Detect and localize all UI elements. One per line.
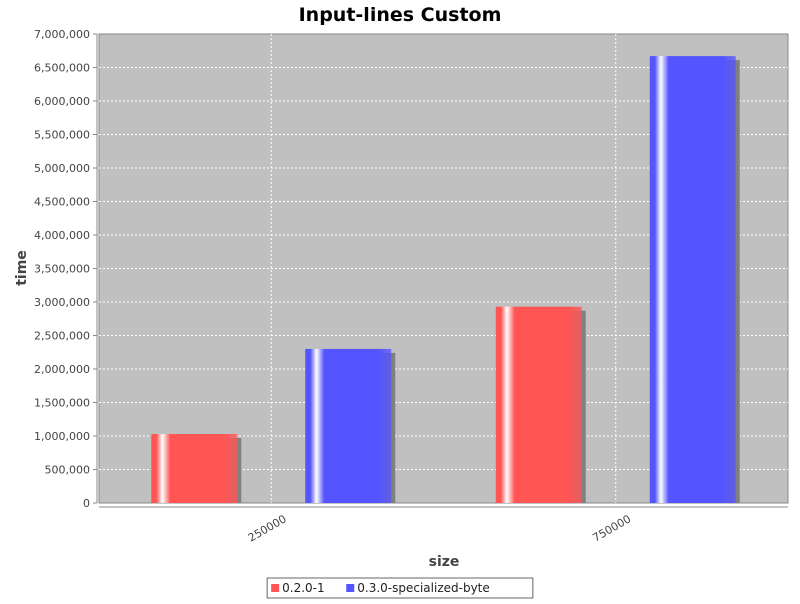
- legend-box: [266, 577, 534, 599]
- y-tick-label: 1,000,000: [34, 430, 90, 443]
- x-tick-label: 250000: [246, 512, 289, 544]
- y-tick-label: 3,500,000: [34, 263, 90, 276]
- y-tick-label: 2,000,000: [34, 363, 90, 376]
- y-tick-label: 5,500,000: [34, 129, 90, 142]
- legend-swatch: [271, 584, 280, 592]
- y-tick-label: 4,000,000: [34, 229, 90, 242]
- y-tick-label: 4,500,000: [34, 196, 90, 209]
- legend-label: 0.2.0-1: [282, 581, 325, 595]
- legend: 0.2.0-1 0.3.0-specialized-byte: [266, 577, 534, 599]
- y-tick-label: 3,000,000: [34, 296, 90, 309]
- y-tick-label: 500,000: [45, 464, 91, 477]
- bar: [649, 56, 736, 504]
- y-axis-label: time: [14, 250, 30, 286]
- y-tick-label: 7,000,000: [34, 28, 90, 41]
- y-tick-label: 1,500,000: [34, 397, 90, 410]
- y-tick-label: 0: [83, 497, 90, 510]
- legend-swatch: [346, 584, 355, 592]
- bars: [151, 56, 740, 504]
- y-axis-ticks: 0 500,000 1,000,000 1,500,000 2,000,000 2,500…: [34, 28, 97, 510]
- bar: [151, 433, 238, 503]
- bar: [495, 306, 582, 503]
- y-tick-label: 5,000,000: [34, 162, 90, 175]
- x-tick-label: 750000: [590, 512, 633, 544]
- gridlines: [99, 34, 788, 503]
- legend-label: 0.3.0-specialized-byte: [357, 581, 490, 595]
- y-tick-label: 6,000,000: [34, 95, 90, 108]
- x-axis-label: size: [429, 554, 460, 570]
- y-tick-label: 6,500,000: [34, 62, 90, 75]
- x-axis-ticks: 250000 750000: [246, 512, 633, 544]
- y-tick-label: 2,500,000: [34, 330, 90, 343]
- bar: [305, 348, 392, 503]
- chart-title: Input-lines Custom: [299, 4, 502, 26]
